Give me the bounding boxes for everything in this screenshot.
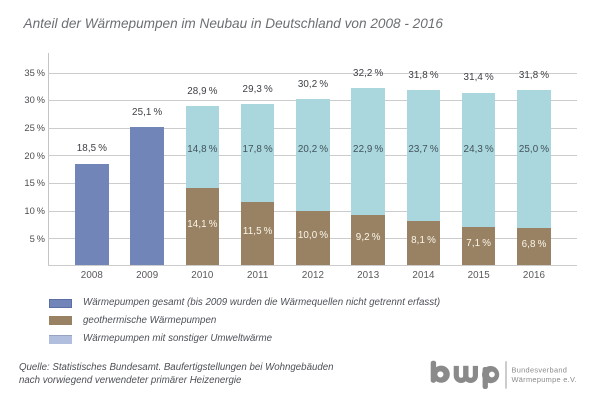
svg-text:Bundesverband: Bundesverband xyxy=(512,366,568,375)
svg-text:Wärmepumpe e.V.: Wärmepumpe e.V. xyxy=(512,375,577,384)
